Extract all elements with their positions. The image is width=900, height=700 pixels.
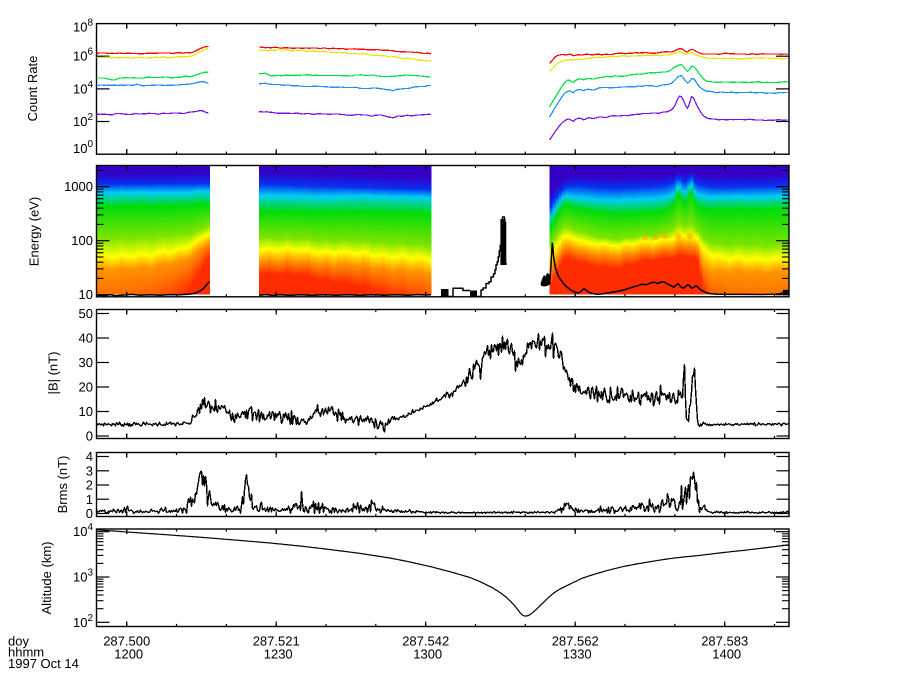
svg-text:50: 50: [79, 306, 93, 321]
svg-text:0: 0: [86, 506, 93, 521]
svg-text:287.583: 287.583: [701, 634, 748, 649]
svg-text:287.562: 287.562: [552, 634, 599, 649]
svg-text:287.500: 287.500: [103, 634, 150, 649]
svg-text:40: 40: [79, 331, 93, 346]
svg-text:1330: 1330: [563, 647, 592, 662]
svg-text:1400: 1400: [712, 647, 741, 662]
svg-text:1200: 1200: [114, 647, 143, 662]
svg-text:1230: 1230: [264, 647, 293, 662]
svg-text:0: 0: [86, 429, 93, 444]
svg-text:1997 Oct 14: 1997 Oct 14: [8, 656, 79, 671]
svg-text:10: 10: [79, 287, 93, 302]
svg-text:1000: 1000: [64, 179, 93, 194]
svg-text:3: 3: [86, 463, 93, 478]
svg-text:hhmm: hhmm: [8, 645, 44, 660]
svg-text:1: 1: [86, 492, 93, 507]
svg-text:Count Rate: Count Rate: [25, 56, 40, 122]
svg-text:Altitude (km): Altitude (km): [39, 542, 54, 615]
svg-text:Brms (nT): Brms (nT): [55, 456, 70, 514]
svg-text:1300: 1300: [413, 647, 442, 662]
svg-text:Energy (eV): Energy (eV): [27, 197, 42, 266]
svg-text:30: 30: [79, 355, 93, 370]
svg-text:2: 2: [86, 478, 93, 493]
svg-text:|B| (nT): |B| (nT): [46, 352, 61, 395]
svg-text:287.521: 287.521: [253, 634, 300, 649]
svg-text:100: 100: [71, 233, 93, 248]
svg-text:10: 10: [79, 404, 93, 419]
svg-text:doy: doy: [8, 634, 29, 649]
svg-text:20: 20: [79, 380, 93, 395]
svg-text:4: 4: [86, 449, 93, 464]
svg-text:287.542: 287.542: [402, 634, 449, 649]
